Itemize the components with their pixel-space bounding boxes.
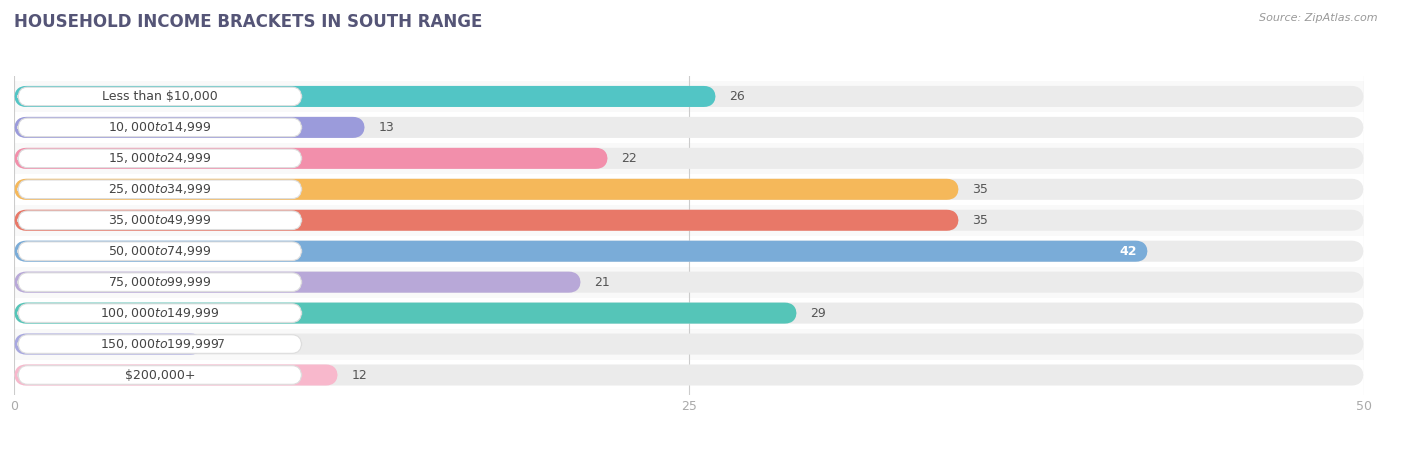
Bar — [0, 112, 1406, 143]
Text: 22: 22 — [621, 152, 637, 165]
FancyBboxPatch shape — [18, 87, 301, 106]
FancyBboxPatch shape — [14, 148, 607, 169]
Bar — [0, 143, 1406, 174]
Text: 29: 29 — [810, 307, 827, 320]
Text: Less than $10,000: Less than $10,000 — [103, 90, 218, 103]
FancyBboxPatch shape — [14, 303, 797, 324]
Text: $200,000+: $200,000+ — [125, 369, 195, 382]
Text: 13: 13 — [378, 121, 394, 134]
Bar — [0, 174, 1406, 205]
Bar — [0, 81, 1406, 112]
FancyBboxPatch shape — [14, 241, 1147, 262]
FancyBboxPatch shape — [14, 334, 202, 355]
FancyBboxPatch shape — [14, 117, 1364, 138]
FancyBboxPatch shape — [14, 365, 1364, 386]
FancyBboxPatch shape — [14, 86, 1364, 107]
Text: $25,000 to $34,999: $25,000 to $34,999 — [108, 182, 211, 196]
Text: $15,000 to $24,999: $15,000 to $24,999 — [108, 151, 211, 165]
Text: 7: 7 — [217, 338, 225, 351]
Text: $35,000 to $49,999: $35,000 to $49,999 — [108, 213, 211, 227]
Text: Source: ZipAtlas.com: Source: ZipAtlas.com — [1260, 13, 1378, 23]
FancyBboxPatch shape — [14, 179, 1364, 200]
FancyBboxPatch shape — [18, 335, 301, 353]
FancyBboxPatch shape — [18, 273, 301, 291]
FancyBboxPatch shape — [14, 334, 1364, 355]
Bar — [0, 267, 1406, 298]
Text: $75,000 to $99,999: $75,000 to $99,999 — [108, 275, 211, 289]
Text: $10,000 to $14,999: $10,000 to $14,999 — [108, 120, 211, 134]
FancyBboxPatch shape — [14, 210, 1364, 231]
Text: $50,000 to $74,999: $50,000 to $74,999 — [108, 244, 211, 258]
FancyBboxPatch shape — [18, 242, 301, 260]
FancyBboxPatch shape — [18, 366, 301, 384]
FancyBboxPatch shape — [18, 304, 301, 322]
Text: HOUSEHOLD INCOME BRACKETS IN SOUTH RANGE: HOUSEHOLD INCOME BRACKETS IN SOUTH RANGE — [14, 13, 482, 31]
Text: 21: 21 — [595, 276, 610, 289]
Text: 42: 42 — [1119, 245, 1137, 258]
FancyBboxPatch shape — [14, 303, 1364, 324]
Text: 26: 26 — [730, 90, 745, 103]
Bar — [0, 329, 1406, 360]
FancyBboxPatch shape — [18, 180, 301, 198]
FancyBboxPatch shape — [14, 86, 716, 107]
Text: 12: 12 — [352, 369, 367, 382]
FancyBboxPatch shape — [18, 118, 301, 136]
Text: $100,000 to $149,999: $100,000 to $149,999 — [100, 306, 219, 320]
Text: $150,000 to $199,999: $150,000 to $199,999 — [100, 337, 219, 351]
FancyBboxPatch shape — [14, 148, 1364, 169]
FancyBboxPatch shape — [14, 210, 959, 231]
Text: 35: 35 — [973, 183, 988, 196]
FancyBboxPatch shape — [14, 272, 1364, 293]
Bar — [0, 298, 1406, 329]
Bar — [0, 360, 1406, 391]
FancyBboxPatch shape — [18, 211, 301, 229]
FancyBboxPatch shape — [18, 149, 301, 167]
Text: 35: 35 — [973, 214, 988, 227]
Bar — [0, 205, 1406, 236]
Bar — [0, 236, 1406, 267]
FancyBboxPatch shape — [14, 241, 1364, 262]
FancyBboxPatch shape — [14, 272, 581, 293]
FancyBboxPatch shape — [14, 117, 366, 138]
FancyBboxPatch shape — [14, 179, 959, 200]
FancyBboxPatch shape — [14, 365, 337, 386]
